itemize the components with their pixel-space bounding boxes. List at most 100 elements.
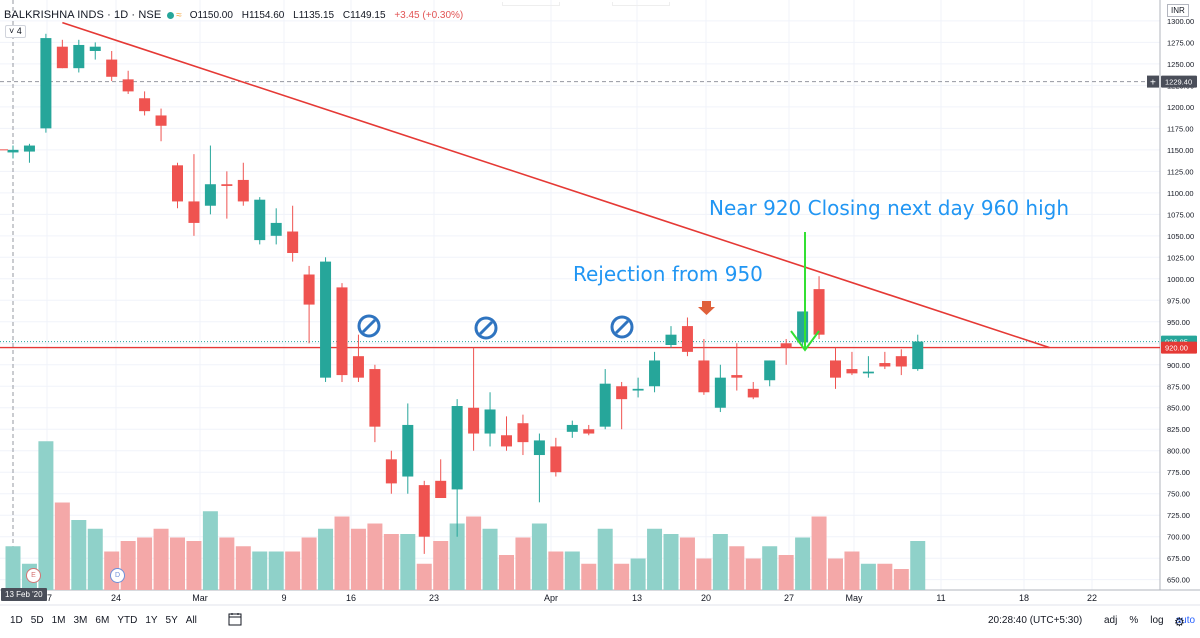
candle-body[interactable] — [56, 46, 68, 69]
volume-bar — [383, 534, 399, 590]
volume-bar — [696, 558, 712, 590]
date-range-icon[interactable] — [228, 612, 242, 626]
candle-body[interactable] — [895, 356, 907, 367]
candle-body[interactable] — [764, 360, 776, 381]
candle-body[interactable] — [320, 261, 332, 378]
candle-body[interactable] — [352, 356, 364, 378]
add-alert-icon[interactable]: + — [1150, 78, 1156, 89]
candle-body[interactable] — [665, 334, 677, 345]
candle-body[interactable] — [172, 165, 183, 202]
candle-body[interactable] — [681, 326, 693, 352]
candle-body[interactable] — [846, 369, 858, 374]
candle-body[interactable] — [336, 287, 348, 376]
candle-body[interactable] — [533, 440, 545, 456]
down-arrow-marker[interactable] — [698, 301, 715, 315]
candle-body[interactable] — [830, 360, 841, 378]
no-entry-icon[interactable] — [474, 316, 498, 340]
auto-toggle[interactable]: auto — [1175, 615, 1196, 626]
candle-body[interactable] — [139, 98, 151, 112]
candle-body[interactable] — [698, 360, 710, 393]
downtrend-line[interactable] — [62, 21, 1050, 349]
candle-body[interactable] — [23, 145, 35, 152]
candle-body[interactable] — [385, 459, 397, 484]
candle-body[interactable] — [451, 406, 463, 490]
y-tick-label: 900.00 — [1167, 361, 1190, 370]
currency-badge[interactable]: INR — [1167, 4, 1189, 17]
candle-body[interactable] — [204, 184, 216, 206]
candle-body[interactable] — [7, 149, 19, 153]
symbol-title[interactable]: BALKRISHNA INDS · 1D · NSE — [4, 9, 162, 21]
volume-bar — [614, 563, 630, 590]
candle-body[interactable] — [912, 341, 924, 370]
green-arrow-head[interactable] — [790, 330, 820, 352]
settings-gear-icon[interactable]: ⚙ — [1174, 615, 1185, 629]
candle-body[interactable] — [435, 480, 447, 499]
candle-body[interactable] — [106, 59, 118, 77]
candle-body[interactable] — [566, 424, 578, 432]
timeframe-button[interactable]: 5Y — [165, 615, 178, 626]
candle-body[interactable] — [780, 343, 792, 348]
no-entry-icon[interactable] — [610, 315, 634, 339]
candle-body[interactable] — [254, 199, 266, 241]
dividend-event-icon[interactable]: D — [110, 568, 125, 583]
candle-body[interactable] — [813, 289, 825, 335]
candle-body[interactable] — [731, 375, 743, 378]
candle-body[interactable] — [747, 388, 759, 398]
candle-body[interactable] — [797, 311, 809, 343]
volume-bar — [137, 537, 153, 590]
annotation-rejection-950[interactable]: Rejection from 950 — [573, 262, 763, 286]
timeframe-button[interactable]: All — [185, 615, 197, 626]
candle-body[interactable] — [188, 201, 200, 223]
data-delay-icon: ≈ — [176, 9, 182, 21]
candle-body[interactable] — [221, 184, 233, 186]
candle-body[interactable] — [155, 115, 167, 126]
volume-bar — [548, 551, 564, 590]
adj-toggle[interactable]: adj — [1104, 615, 1118, 626]
log-toggle[interactable]: log — [1150, 615, 1164, 626]
candle-body[interactable] — [287, 231, 299, 254]
candle-body[interactable] — [73, 44, 85, 69]
candle-body[interactable] — [369, 369, 381, 427]
candle-body[interactable] — [468, 407, 480, 434]
timeframe-button[interactable]: 5D — [30, 615, 44, 626]
candle-body[interactable] — [122, 79, 134, 92]
candle-body[interactable] — [714, 377, 726, 408]
timeframe-button[interactable]: 3M — [73, 615, 88, 626]
earnings-event-icon[interactable]: E — [26, 568, 41, 583]
candle-body[interactable] — [550, 446, 562, 473]
candle-body[interactable] — [517, 423, 529, 443]
candle-body[interactable] — [862, 371, 874, 374]
candle-body[interactable] — [402, 424, 414, 477]
candle-body[interactable] — [237, 179, 249, 202]
timeframe-button[interactable]: 1M — [51, 615, 66, 626]
candle-body[interactable] — [501, 435, 512, 447]
candle-body[interactable] — [599, 383, 611, 427]
timeframe-button[interactable]: 1D — [10, 615, 23, 626]
timeframe-button[interactable]: 1Y — [145, 615, 158, 626]
indicator-toggle[interactable]: ˅ 4 — [5, 25, 26, 38]
y-tick-label: 1025.00 — [1167, 253, 1194, 262]
candle-body[interactable] — [879, 363, 891, 367]
timeframe-button[interactable]: YTD — [117, 615, 138, 626]
clock-timezone[interactable]: 20:28:40 (UTC+5:30) — [988, 615, 1083, 626]
volume-bar — [581, 563, 597, 590]
volume-bar — [778, 555, 794, 590]
timeframe-button[interactable]: 6M — [95, 615, 110, 626]
candle-body[interactable] — [89, 46, 101, 51]
candle-body[interactable] — [40, 38, 52, 129]
x-tick-label: 13 — [632, 593, 642, 603]
volume-bar — [499, 555, 514, 590]
no-entry-icon[interactable] — [357, 314, 381, 338]
candle-body[interactable] — [632, 388, 644, 391]
candle-body[interactable] — [270, 222, 282, 236]
candle-body[interactable] — [616, 386, 628, 400]
bottom-toolbar: 1D 5D 1M 3M 6M YTD 1Y 5Y All 20:28:40 (UTC+5:30)… — [0, 609, 1200, 633]
candle-body[interactable] — [649, 360, 661, 387]
candle-body[interactable] — [583, 429, 595, 434]
candle-body[interactable] — [303, 274, 315, 305]
annotation-near-920[interactable]: Near 920 Closing next day 960 high — [709, 196, 1069, 220]
percent-toggle[interactable]: % — [1129, 615, 1139, 626]
candle-body[interactable] — [418, 485, 430, 537]
candle-body[interactable] — [484, 409, 496, 434]
